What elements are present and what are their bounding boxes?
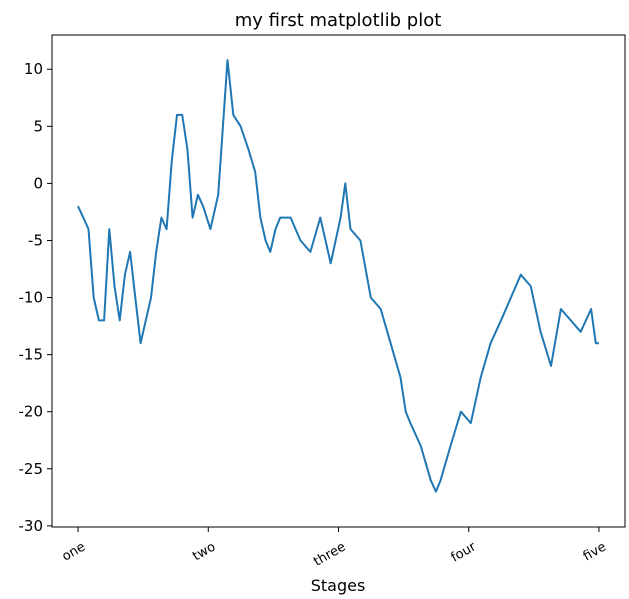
y-tick-label: -15 [19, 346, 44, 364]
y-tick-label: 10 [24, 60, 43, 78]
y-tick-label: 5 [33, 117, 43, 135]
y-tick-label: -20 [19, 403, 44, 421]
line-series [77, 59, 599, 493]
chart-title: my first matplotlib plot [235, 10, 442, 31]
y-tick-label: -25 [19, 460, 44, 478]
y-tick-label: -30 [19, 517, 44, 535]
y-tick-label: -10 [19, 289, 44, 307]
y-tick-label: 0 [33, 174, 43, 192]
y-tick-label: -5 [28, 231, 43, 249]
x-axis-label: Stages [311, 576, 366, 595]
